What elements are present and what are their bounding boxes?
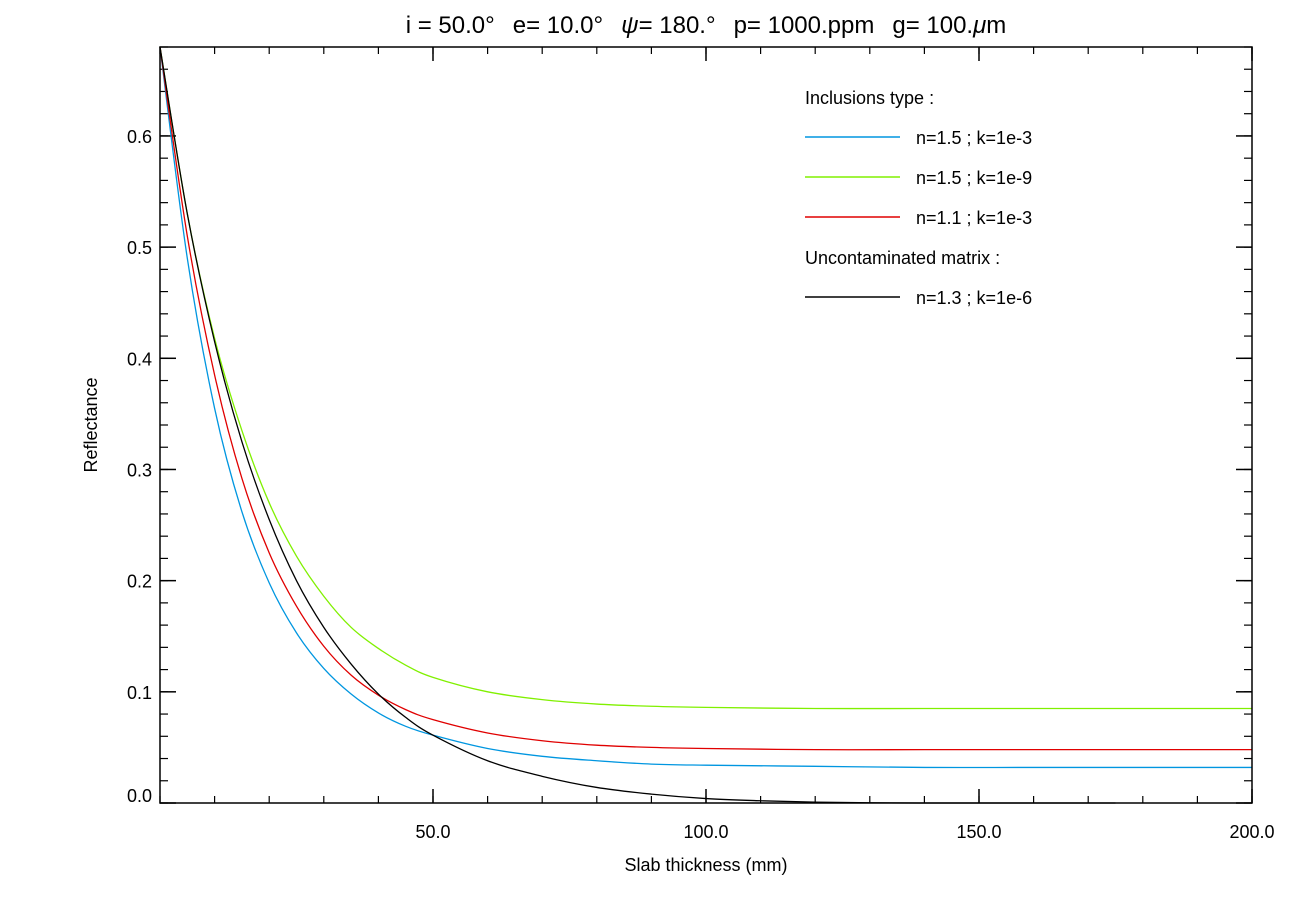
- series-layer: [159, 46, 1252, 804]
- y-tick-label: 0.1: [127, 683, 152, 703]
- chart-title: i = 50.0° e= 10.0° ψ= 180.° p= 1000.ppm g= 1…: [406, 12, 1007, 39]
- x-tick-label: 200.0: [1229, 822, 1274, 842]
- title-symbol: ψ: [621, 12, 638, 39]
- title-part: ψ= 180.°: [621, 12, 715, 39]
- title-text: p= 1000.ppm: [734, 12, 875, 39]
- x-tick-label: 50.0: [415, 822, 450, 842]
- title-text: = 180.°: [639, 12, 716, 39]
- y-tick-label: 0.2: [127, 572, 152, 592]
- y-tick-label: 0.3: [127, 460, 152, 480]
- title-part: e= 10.0°: [513, 12, 603, 39]
- title-symbol: μ: [972, 12, 986, 39]
- y-axis-label: Reflectance: [81, 377, 101, 472]
- legend-label: n=1.5 ; k=1e-9: [916, 168, 1032, 188]
- x-tick-label: 150.0: [956, 822, 1001, 842]
- title-part: g= 100.μm: [892, 12, 1006, 39]
- plot-frame: [159, 46, 1253, 804]
- major-ticks: [160, 47, 1253, 804]
- legend: Inclusions type : n=1.5 ; k=1e-3 n=1.5 ; k…: [805, 88, 1032, 308]
- x-tick-label: 100.0: [683, 822, 728, 842]
- x-tick-labels: 50.0 100.0 150.0 200.0: [415, 822, 1274, 842]
- y-tick-label: 0.0: [127, 786, 152, 806]
- legend-heading: Inclusions type :: [805, 88, 934, 108]
- legend-label: n=1.5 ; k=1e-3: [916, 128, 1032, 148]
- title-part: p= 1000.ppm: [734, 12, 875, 39]
- y-tick-label: 0.6: [127, 127, 152, 147]
- legend-heading: Uncontaminated matrix :: [805, 248, 1000, 268]
- title-text: m: [986, 12, 1006, 39]
- legend-label: n=1.1 ; k=1e-3: [916, 208, 1032, 228]
- minor-ticks: [159, 46, 1253, 804]
- series-line-0: [159, 46, 1252, 769]
- title-text: g= 100.: [892, 12, 973, 39]
- y-tick-label: 0.5: [127, 238, 152, 258]
- series-line-3: [159, 46, 1116, 804]
- y-tick-label: 0.4: [127, 349, 152, 369]
- series-line-1: [159, 46, 1252, 710]
- title-text: e= 10.0°: [513, 12, 603, 39]
- y-tick-labels: 0.0 0.1 0.2 0.3 0.4 0.5 0.6: [127, 127, 152, 806]
- title-text: i = 50.0°: [406, 12, 495, 39]
- legend-label: n=1.3 ; k=1e-6: [916, 288, 1032, 308]
- x-axis-label: Slab thickness (mm): [624, 855, 787, 875]
- title-part: i = 50.0°: [406, 12, 495, 39]
- series-line-2: [159, 46, 1252, 751]
